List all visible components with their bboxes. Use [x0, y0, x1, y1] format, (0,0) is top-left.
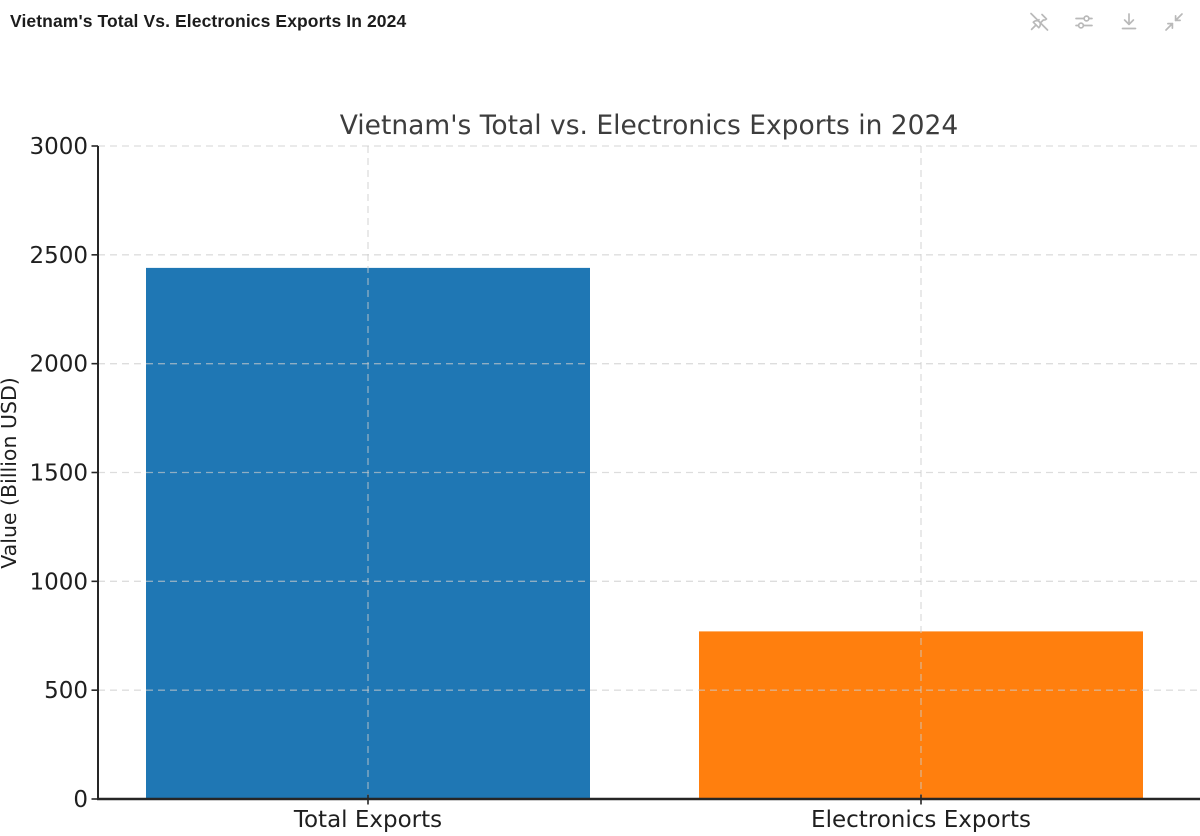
y-tick-label-500: 500 [44, 678, 88, 704]
y-tick-label-3000: 3000 [29, 134, 88, 160]
y-tick-label-0: 0 [73, 787, 88, 813]
y-axis-label: Value (Billion USD) [0, 377, 21, 569]
chart-title: Vietnam's Total vs. Electronics Exports … [340, 110, 958, 141]
download-button[interactable] [1117, 10, 1141, 34]
collapse-button[interactable] [1162, 10, 1186, 34]
y-tick-label-2000: 2000 [29, 352, 88, 378]
x-tick-label-electronics-exports: Electronics Exports [811, 807, 1031, 833]
sliders-icon [1075, 15, 1093, 29]
download-icon [1121, 13, 1137, 30]
page-title: Vietnam's Total Vs. Electronics Exports … [10, 11, 407, 31]
unpin-button[interactable] [1027, 10, 1051, 34]
y-tick-label-2500: 2500 [29, 243, 88, 269]
y-tick-label-1000: 1000 [29, 569, 88, 595]
filter-sliders-button[interactable] [1072, 10, 1096, 34]
y-tick-label-1500: 1500 [29, 461, 88, 487]
x-tick-label-total-exports: Total Exports [293, 807, 442, 833]
card-toolbar [1027, 10, 1186, 34]
collapse-icon [1165, 13, 1183, 31]
unpin-icon [1030, 12, 1049, 31]
card-header: Vietnam's Total Vs. Electronics Exports … [0, 0, 1200, 46]
